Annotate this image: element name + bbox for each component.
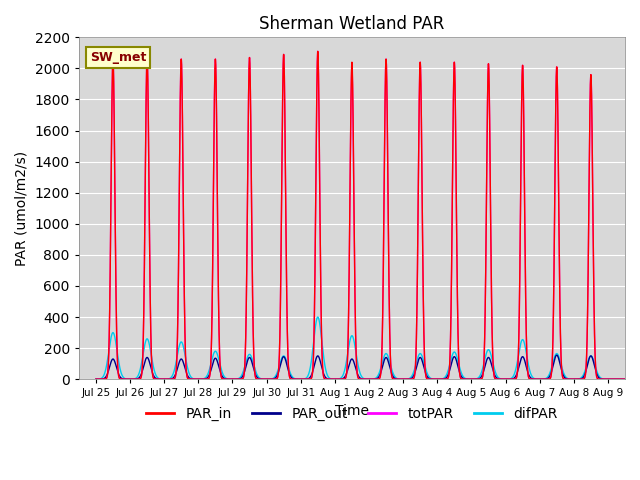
PAR_out: [545, 374, 553, 380]
Legend: PAR_in, PAR_out, totPAR, difPAR: PAR_in, PAR_out, totPAR, difPAR: [141, 402, 563, 427]
PAR_out: [205, 372, 213, 378]
totPAR: [546, 376, 554, 382]
PAR_in: [604, 376, 612, 382]
PAR_out: [604, 376, 612, 382]
totPAR: [419, 222, 426, 228]
Line: PAR_out: PAR_out: [96, 355, 640, 379]
totPAR: [560, 376, 568, 382]
difPAR: [604, 376, 612, 382]
difPAR: [205, 368, 213, 373]
difPAR: [519, 336, 527, 342]
PAR_out: [389, 373, 397, 379]
PAR_out: [560, 373, 568, 379]
PAR_out: [638, 376, 640, 382]
PAR_in: [389, 376, 397, 382]
difPAR: [560, 370, 568, 376]
difPAR: [638, 376, 640, 382]
totPAR: [205, 375, 213, 381]
totPAR: [519, 63, 527, 69]
difPAR: [419, 354, 426, 360]
Y-axis label: PAR (umol/m2/s): PAR (umol/m2/s): [15, 151, 29, 266]
PAR_in: [519, 63, 527, 69]
PAR_in: [560, 376, 568, 382]
Line: totPAR: totPAR: [96, 51, 640, 379]
X-axis label: Time: Time: [335, 404, 369, 418]
PAR_out: [553, 352, 561, 358]
PAR_out: [419, 359, 426, 364]
totPAR: [389, 376, 397, 382]
PAR_in: [638, 376, 640, 382]
Title: Sherman Wetland PAR: Sherman Wetland PAR: [259, 15, 445, 33]
PAR_in: [314, 48, 322, 54]
difPAR: [314, 314, 322, 320]
difPAR: [546, 371, 554, 377]
PAR_out: [92, 376, 100, 382]
totPAR: [92, 376, 100, 382]
Text: SW_met: SW_met: [90, 51, 146, 64]
PAR_in: [205, 375, 213, 381]
Line: difPAR: difPAR: [96, 317, 640, 379]
difPAR: [389, 371, 397, 376]
Line: PAR_in: PAR_in: [96, 51, 640, 379]
PAR_out: [519, 354, 527, 360]
PAR_in: [92, 376, 100, 382]
PAR_in: [546, 376, 554, 382]
totPAR: [314, 48, 322, 54]
PAR_in: [419, 222, 426, 228]
totPAR: [638, 376, 640, 382]
difPAR: [92, 376, 100, 382]
totPAR: [604, 376, 612, 382]
